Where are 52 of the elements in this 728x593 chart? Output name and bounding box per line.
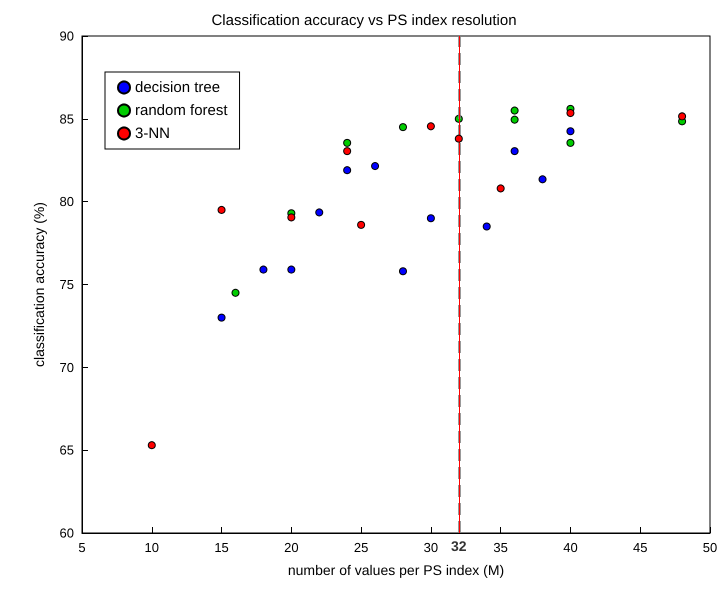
- point: [426, 122, 435, 130]
- y-tick-label: 75: [60, 277, 74, 292]
- y-axis-title: classification accuracy (%): [31, 202, 47, 367]
- point: [232, 288, 240, 297]
- x-tick-label: 40: [563, 540, 578, 555]
- point: [398, 267, 407, 276]
- legend-label: decision tree: [135, 79, 220, 96]
- x-tick-label: 45: [632, 540, 648, 555]
- x-tick-label: 50: [702, 540, 718, 555]
- y-tick-label: 80: [60, 194, 74, 210]
- x-tick-label: 25: [354, 540, 368, 555]
- point: [510, 147, 519, 156]
- legend-label: 3-NN: [135, 125, 170, 142]
- point: [510, 106, 519, 115]
- point: [566, 127, 574, 136]
- point: [496, 184, 505, 192]
- point: [315, 208, 324, 216]
- point: [287, 266, 296, 274]
- point: [510, 116, 519, 124]
- y-tick-label: 85: [60, 111, 74, 126]
- x-tick-label: 35: [493, 540, 508, 555]
- y-tick-label: 65: [60, 442, 74, 458]
- point: [566, 109, 574, 118]
- point: [218, 314, 226, 322]
- ref-line-label: 32: [451, 538, 467, 554]
- y-tick-label: 70: [60, 360, 74, 375]
- point: [357, 220, 366, 229]
- x-tick-label: 10: [144, 540, 160, 555]
- chart-title: Classification accuracy vs PS index resolution: [211, 12, 517, 29]
- point: [287, 213, 296, 222]
- point: [371, 162, 380, 170]
- point: [343, 147, 352, 156]
- point: [259, 266, 268, 274]
- point: [218, 206, 226, 214]
- point: [343, 138, 352, 147]
- point: [454, 134, 463, 143]
- x-tick-label: 5: [78, 540, 86, 555]
- x-tick-label: 30: [424, 540, 438, 555]
- point: [398, 123, 407, 132]
- x-axis-title: number of values per PS index (M): [288, 562, 504, 578]
- point: [678, 112, 686, 120]
- y-tick-label: 90: [60, 28, 74, 44]
- legend-label: random forest: [135, 102, 228, 119]
- point: [148, 441, 156, 450]
- x-tick-label: 20: [284, 540, 299, 555]
- x-tick-label: 15: [214, 540, 229, 555]
- point: [538, 175, 547, 184]
- point: [482, 222, 491, 231]
- point: [343, 166, 352, 174]
- point: [566, 138, 574, 147]
- y-tick-label: 60: [60, 526, 74, 540]
- point: [426, 214, 435, 222]
